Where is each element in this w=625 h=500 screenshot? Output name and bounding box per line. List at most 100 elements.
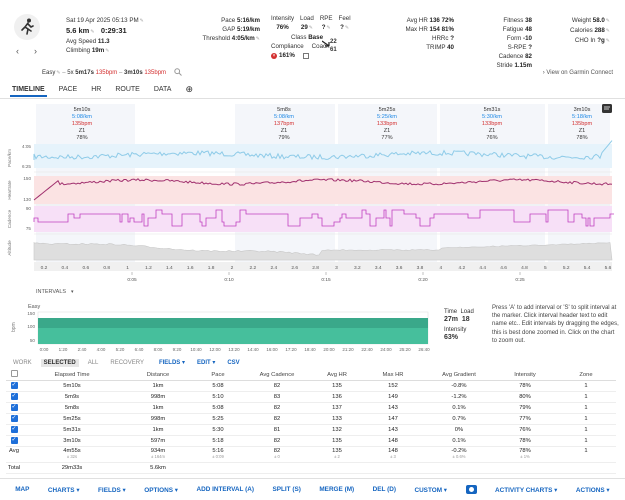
camera-icon[interactable] [465, 485, 477, 494]
km-tick-label: 3.8 [417, 265, 424, 271]
table-cell: 0.7% [424, 413, 494, 425]
table-row[interactable]: ✓ 5m10s 1km 5:08 82 135 152 -0.8% 78% 1 [6, 380, 616, 392]
cho-value[interactable]: ?g [597, 37, 610, 44]
next-activity-icon[interactable]: › [34, 46, 37, 56]
rpe-value[interactable]: ? [320, 23, 333, 33]
fields-button[interactable]: FIELDS ▾ [98, 486, 126, 494]
compliance-icon: × [271, 52, 277, 59]
fields-dropdown[interactable]: FIELDS ▾ [158, 360, 185, 366]
row-checkbox[interactable]: ✓ [10, 382, 18, 389]
table-row[interactable]: ✓ 5m31s 1km 5:30 81 132 143 0% 76% 1 [6, 424, 616, 436]
custom-button[interactable]: CUSTOM ▾ [414, 486, 448, 494]
weight-value[interactable]: 58.0 [593, 17, 610, 24]
table-row[interactable]: ✓ 5m9s 998m 5:10 83 136 149 -1.2% 80% 1 [6, 391, 616, 403]
load-value[interactable]: 29 [300, 23, 314, 33]
col-elapsed-time[interactable]: Elapsed Time [22, 370, 122, 381]
interval-card-zone: Z1 [579, 128, 586, 134]
csv-button[interactable]: CSV [227, 359, 240, 366]
activity-time[interactable]: 05:13 PM [112, 17, 144, 24]
row-checkbox[interactable]: ✓ [10, 393, 18, 400]
table-row[interactable]: ✓ 5m8s 1km 5:08 82 137 143 0.1% 79% 1 [6, 402, 616, 414]
table-cell [312, 462, 362, 474]
col-max-hr[interactable]: Max HR [362, 370, 424, 381]
garmin-link[interactable]: › View on Garmin Connect [542, 70, 613, 76]
table-cell: 1km [122, 380, 194, 392]
table-row[interactable]: ✓ 5m25s 998m 5:25 82 133 147 0.7% 77% 1 [6, 413, 616, 425]
map-button[interactable]: MAP [15, 486, 30, 493]
km-tick-label: 4.8 [521, 265, 528, 271]
fatigue-value: 48 [525, 26, 532, 33]
tab-timeline[interactable]: TIMELINE [10, 83, 47, 97]
merge-button[interactable]: MERGE (M) [319, 486, 355, 493]
tab-route[interactable]: ROUTE [115, 86, 140, 93]
interval-summary[interactable]: Easy – 5x 5m17s 135bpm – 3m10s 135bpm [42, 68, 182, 78]
km-tick-label: 0.6 [82, 265, 89, 271]
run-activity-icon[interactable] [14, 14, 40, 40]
add-interval-button[interactable]: ADD INTERVAL (A) [196, 486, 254, 493]
col-intensity[interactable]: Intensity [494, 370, 556, 381]
cadence-value: 82 [525, 53, 532, 60]
search-icon[interactable] [174, 68, 182, 77]
activity-charts-button[interactable]: ACTIVITY CHARTS ▾ [494, 486, 558, 494]
table-cell: 83 [242, 391, 312, 403]
row-checkbox[interactable]: ✓ [10, 404, 18, 411]
tab-data[interactable]: DATA [153, 86, 172, 93]
row-checkbox[interactable]: ✓ [10, 426, 18, 433]
km-tick-label: 2.2 [250, 265, 257, 271]
km-tick-label: 0.4 [62, 265, 69, 271]
col-avg-hr[interactable]: Avg HR [312, 370, 362, 381]
col-zone[interactable]: Zone [556, 370, 616, 381]
table-cell: 5:08 [194, 380, 242, 392]
select-all-checkbox[interactable] [6, 370, 22, 381]
table-row[interactable]: ✓ 3m10s 597m 5:18 82 135 148 0.1% 78% 1 [6, 435, 616, 447]
row-checkbox[interactable]: ✓ [10, 415, 18, 422]
tab-pace[interactable]: PACE [58, 86, 78, 93]
delete-button[interactable]: DEL (D) [372, 486, 396, 493]
options-button[interactable]: OPTIONS ▾ [144, 486, 178, 494]
segment-selected[interactable]: SELECTED [40, 358, 79, 367]
climbing-value[interactable]: 19m [92, 47, 110, 54]
col-distance[interactable]: Distance [122, 370, 194, 381]
table-cell: 135 [312, 435, 362, 447]
comment-icon[interactable] [602, 104, 612, 113]
table-cell: 82 [242, 413, 312, 425]
interval-card-pace: 5:08/km [72, 114, 92, 120]
row-checkbox[interactable]: ✓ [10, 437, 18, 444]
table-row[interactable]: Total 29m33s 5.6km [6, 462, 616, 474]
segment-all[interactable]: ALL [87, 359, 99, 366]
split-button[interactable]: SPLIT (S) [272, 486, 301, 493]
col-avg-gradient[interactable]: Avg Gradient [424, 370, 494, 381]
col-avg-cadence[interactable]: Avg Cadence [242, 370, 312, 381]
edit-dropdown[interactable]: EDIT ▾ [196, 360, 216, 366]
mini-x-tick: 4:00 [97, 347, 106, 352]
interval-mini-chart[interactable]: Easy bpm 150 100 50 0:00 1:20 2:40 4:00 5:20 6:4… [10, 302, 480, 354]
charts-button[interactable]: CHARTS ▾ [47, 486, 80, 494]
table-row[interactable]: Avg 4m55s ± 32s 934m ± 164m 5:16 ± 0:09 82 ± 0 13… [6, 446, 616, 463]
tab-hr[interactable]: HR [91, 86, 102, 93]
feel-value[interactable]: ? [339, 23, 351, 33]
km-tick-label: 5 [544, 265, 547, 271]
segment-work[interactable]: WORK [13, 359, 32, 366]
calories-value[interactable]: 288 [594, 27, 610, 34]
km-tick-label: 3.6 [396, 265, 403, 271]
threshold-value[interactable]: 4:05/km [232, 35, 260, 42]
col-pace[interactable]: Pace [194, 370, 242, 381]
interval-card-hr: 135bpm [72, 121, 93, 127]
coach-checkbox[interactable] [302, 52, 309, 59]
table-cell: 5:16 ± 0:09 [194, 446, 242, 463]
intervals-toggle[interactable]: INTERVALS [36, 289, 66, 295]
mini-x-tick: 21:20 [342, 347, 354, 352]
add-tab-icon[interactable]: ⊕ [185, 84, 194, 94]
interval-card-time: 3m10s [574, 107, 591, 113]
intervals-chevron-icon[interactable]: ▾ [71, 289, 74, 295]
prev-activity-icon[interactable]: ‹ [16, 46, 19, 56]
actions-button[interactable]: ACTIONS ▾ [575, 486, 610, 494]
segment-recovery[interactable]: RECOVERY [110, 359, 144, 366]
mini-intensity-value: 63% [444, 334, 459, 341]
